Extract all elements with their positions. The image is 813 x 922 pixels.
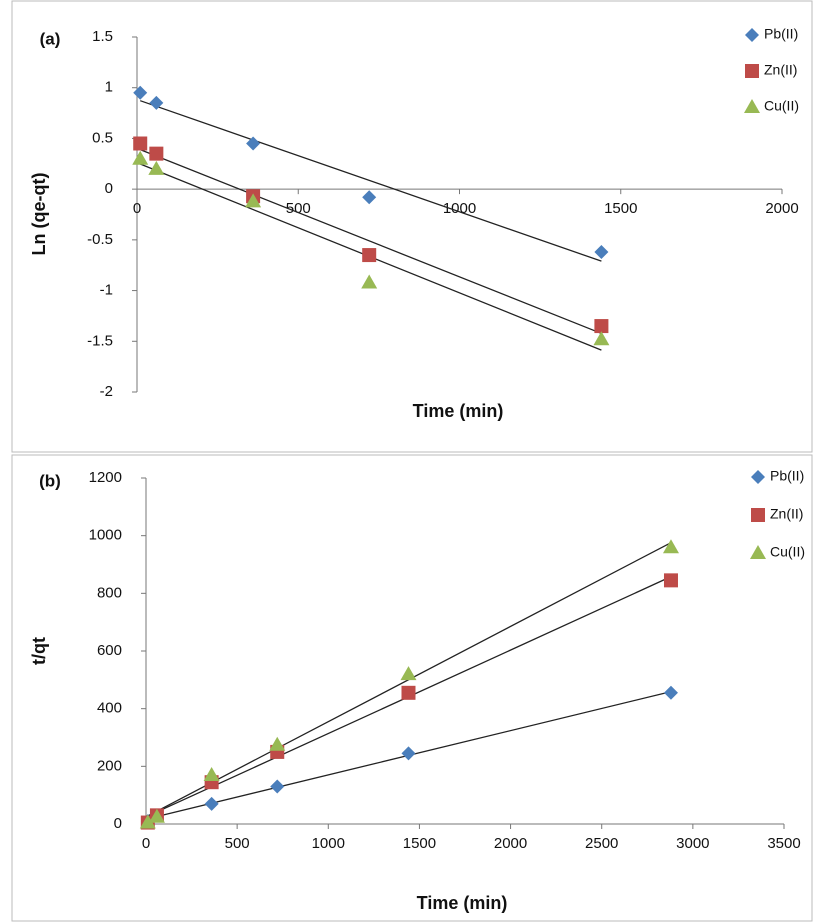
- x-tick-label: 2000: [494, 835, 527, 852]
- marker-square: [401, 685, 416, 700]
- x-tick-label: 3500: [767, 835, 800, 852]
- marker-triangle: [662, 539, 679, 554]
- y-tick-label: 800: [97, 584, 122, 601]
- y-tick-label: 1200: [89, 469, 122, 486]
- x-tick-label: 1000: [443, 200, 476, 217]
- y-tick-label: -2: [100, 383, 113, 400]
- y-tick-label: -0.5: [87, 231, 113, 248]
- panel-label: (b): [39, 471, 61, 490]
- marker-diamond: [663, 685, 678, 700]
- marker-triangle: [245, 193, 262, 208]
- marker-square: [663, 573, 678, 588]
- y-tick-label: 1000: [89, 527, 122, 544]
- x-tick-label: 2500: [585, 835, 618, 852]
- y-tick-label: 0.5: [92, 129, 113, 146]
- marker-diamond: [149, 95, 164, 110]
- marker-triangle: [139, 814, 156, 829]
- marker-triangle: [203, 766, 220, 781]
- x-tick-label: 0: [133, 200, 141, 217]
- y-tick-label: 0: [114, 815, 122, 832]
- x-tick-label: 1500: [403, 835, 436, 852]
- marker-triangle: [361, 274, 378, 289]
- x-axis-title: Time (min): [413, 401, 504, 421]
- marker-diamond: [246, 136, 261, 151]
- marker-triangle: [132, 150, 149, 165]
- legend-label: Cu(II): [770, 544, 805, 560]
- y-tick-label: 200: [97, 757, 122, 774]
- marker-triangle: [269, 736, 286, 751]
- legend-marker: [745, 28, 759, 42]
- y-tick-label: 1.5: [92, 28, 113, 45]
- x-tick-label: 1000: [312, 835, 345, 852]
- legend-marker: [750, 545, 766, 559]
- marker-triangle: [148, 808, 165, 823]
- y-tick-label: 1: [105, 79, 113, 96]
- trend-line: [140, 100, 602, 262]
- marker-diamond: [270, 779, 285, 794]
- marker-diamond: [594, 245, 609, 260]
- x-axis-title: Time (min): [417, 893, 508, 913]
- marker-square: [594, 319, 609, 334]
- marker-square: [133, 136, 148, 151]
- marker-triangle: [400, 666, 417, 681]
- legend-label: Zn(II): [770, 506, 803, 522]
- panel-frame: [11, 0, 813, 453]
- marker-diamond: [401, 746, 416, 761]
- marker-diamond: [204, 796, 219, 811]
- legend-marker: [745, 64, 759, 78]
- legend-label: Cu(II): [764, 98, 799, 114]
- legend-marker: [751, 508, 765, 522]
- x-tick-label: 0: [142, 835, 150, 852]
- marker-triangle: [593, 331, 610, 346]
- legend-label: Pb(II): [770, 468, 804, 484]
- y-tick-label: -1: [100, 282, 113, 299]
- legend-marker: [751, 470, 765, 484]
- trend-line: [139, 148, 602, 335]
- x-tick-label: 2000: [765, 200, 798, 217]
- x-tick-label: 500: [225, 835, 250, 852]
- y-axis-title: t/qt: [29, 637, 49, 665]
- x-tick-label: 3000: [676, 835, 709, 852]
- legend-label: Zn(II): [764, 62, 797, 78]
- marker-square: [362, 248, 377, 263]
- x-tick-label: 1500: [604, 200, 637, 217]
- marker-diamond: [133, 85, 148, 100]
- y-tick-label: 400: [97, 700, 122, 717]
- marker-square: [149, 146, 164, 161]
- marker-triangle: [148, 160, 165, 175]
- legend-marker: [744, 99, 760, 113]
- marker-diamond: [362, 190, 377, 205]
- panel-label: (a): [40, 29, 61, 48]
- y-tick-label: -1.5: [87, 332, 113, 349]
- y-axis-title: Ln (qe-qt): [29, 173, 49, 256]
- y-tick-label: 0: [105, 180, 113, 197]
- y-tick-label: 600: [97, 642, 122, 659]
- legend-label: Pb(II): [764, 26, 798, 42]
- x-tick-label: 500: [286, 200, 311, 217]
- panel-frame: [11, 454, 813, 922]
